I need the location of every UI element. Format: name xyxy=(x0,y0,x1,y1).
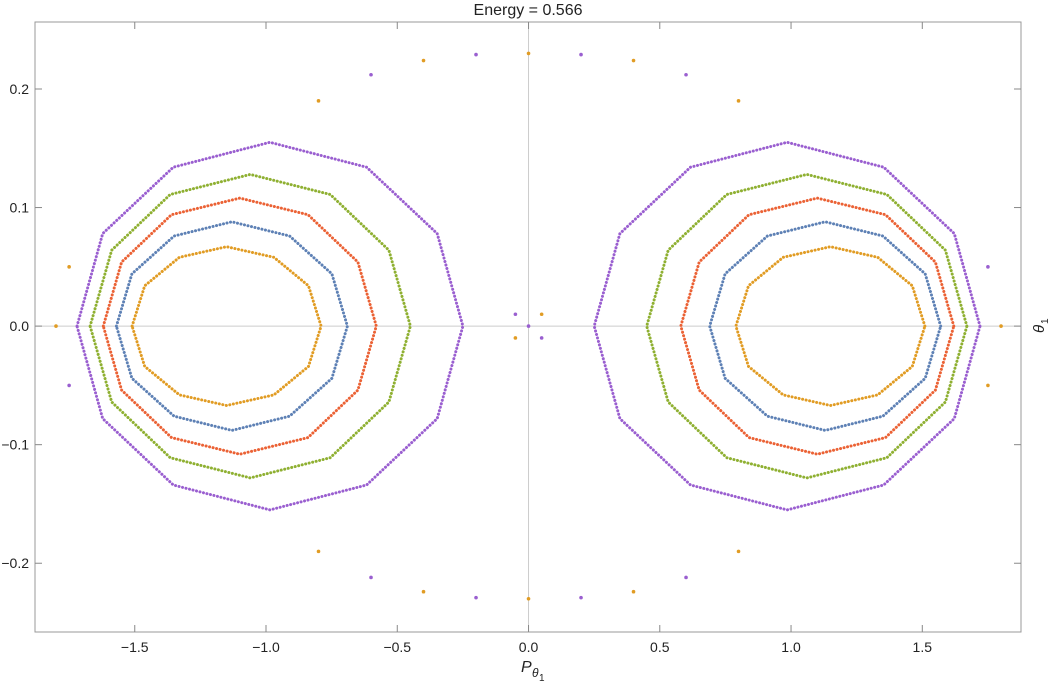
scatter-point xyxy=(369,72,373,77)
orbit-line xyxy=(645,172,969,480)
scatter-point xyxy=(67,383,71,388)
y-tick-label: 0.2 xyxy=(10,81,30,97)
chart-title: Energy = 0.566 xyxy=(474,2,583,19)
x-tick-label: 0.5 xyxy=(650,639,670,655)
x-axis-label-sub: θ xyxy=(532,666,539,680)
scatter-point xyxy=(539,312,544,317)
x-axis-label-subsub: 1 xyxy=(539,673,545,684)
scatter-point xyxy=(736,99,741,103)
scatter-point xyxy=(316,99,321,103)
scatter-point xyxy=(631,58,636,63)
orbit-line xyxy=(592,140,982,512)
orbit-line xyxy=(114,220,349,432)
scatter-point xyxy=(421,58,426,63)
x-axis-label: P xyxy=(521,659,532,676)
scatter-point xyxy=(474,595,478,600)
scatter-point xyxy=(539,336,544,340)
scatter-point xyxy=(986,383,990,388)
scatter-point xyxy=(986,265,990,269)
orbit-line xyxy=(734,245,927,407)
scatter-point xyxy=(421,589,426,594)
x-tick-label: 1.5 xyxy=(913,639,933,655)
y-tick-label: −0.1 xyxy=(1,437,29,453)
scatter-point xyxy=(513,336,518,340)
x-tick-label: −0.5 xyxy=(383,639,411,655)
scatter-point xyxy=(684,575,688,580)
orbit-line xyxy=(88,172,412,480)
scatter-point xyxy=(631,589,636,594)
scatter-point xyxy=(526,51,531,56)
scatter-point xyxy=(54,324,58,328)
x-tick-label: −1.5 xyxy=(121,639,149,655)
scatter-point xyxy=(369,575,373,580)
scatter-point xyxy=(526,597,531,601)
y-axis-label: θ xyxy=(1031,325,1048,333)
scatter-point xyxy=(579,52,583,57)
x-tick-label: −1.0 xyxy=(252,639,280,655)
scatter-point xyxy=(474,52,478,57)
plot-frame xyxy=(34,21,1022,633)
orbit-line xyxy=(708,220,943,432)
orbit-line xyxy=(101,196,378,456)
scatter-point xyxy=(513,312,518,317)
y-axis-label-sub: 1 xyxy=(1040,318,1050,324)
orbit-line xyxy=(679,196,956,456)
scatter-point xyxy=(526,324,531,328)
scatter-point xyxy=(999,324,1003,328)
orbit-line xyxy=(130,245,323,407)
scatter-point xyxy=(736,549,741,554)
scatter-point xyxy=(579,595,583,600)
orbit-line xyxy=(75,140,465,512)
y-axis-label-group: θ 1 xyxy=(1031,318,1050,333)
x-tick-label: 0.0 xyxy=(519,639,539,655)
y-tick-label: 0.0 xyxy=(10,318,30,334)
scatter-point xyxy=(67,265,71,269)
y-tick-label: 0.1 xyxy=(10,200,30,216)
y-tick-label: −0.2 xyxy=(1,555,29,571)
x-tick-label: 1.0 xyxy=(781,639,801,655)
scatter-point xyxy=(684,72,688,77)
scatter-point xyxy=(316,549,321,554)
